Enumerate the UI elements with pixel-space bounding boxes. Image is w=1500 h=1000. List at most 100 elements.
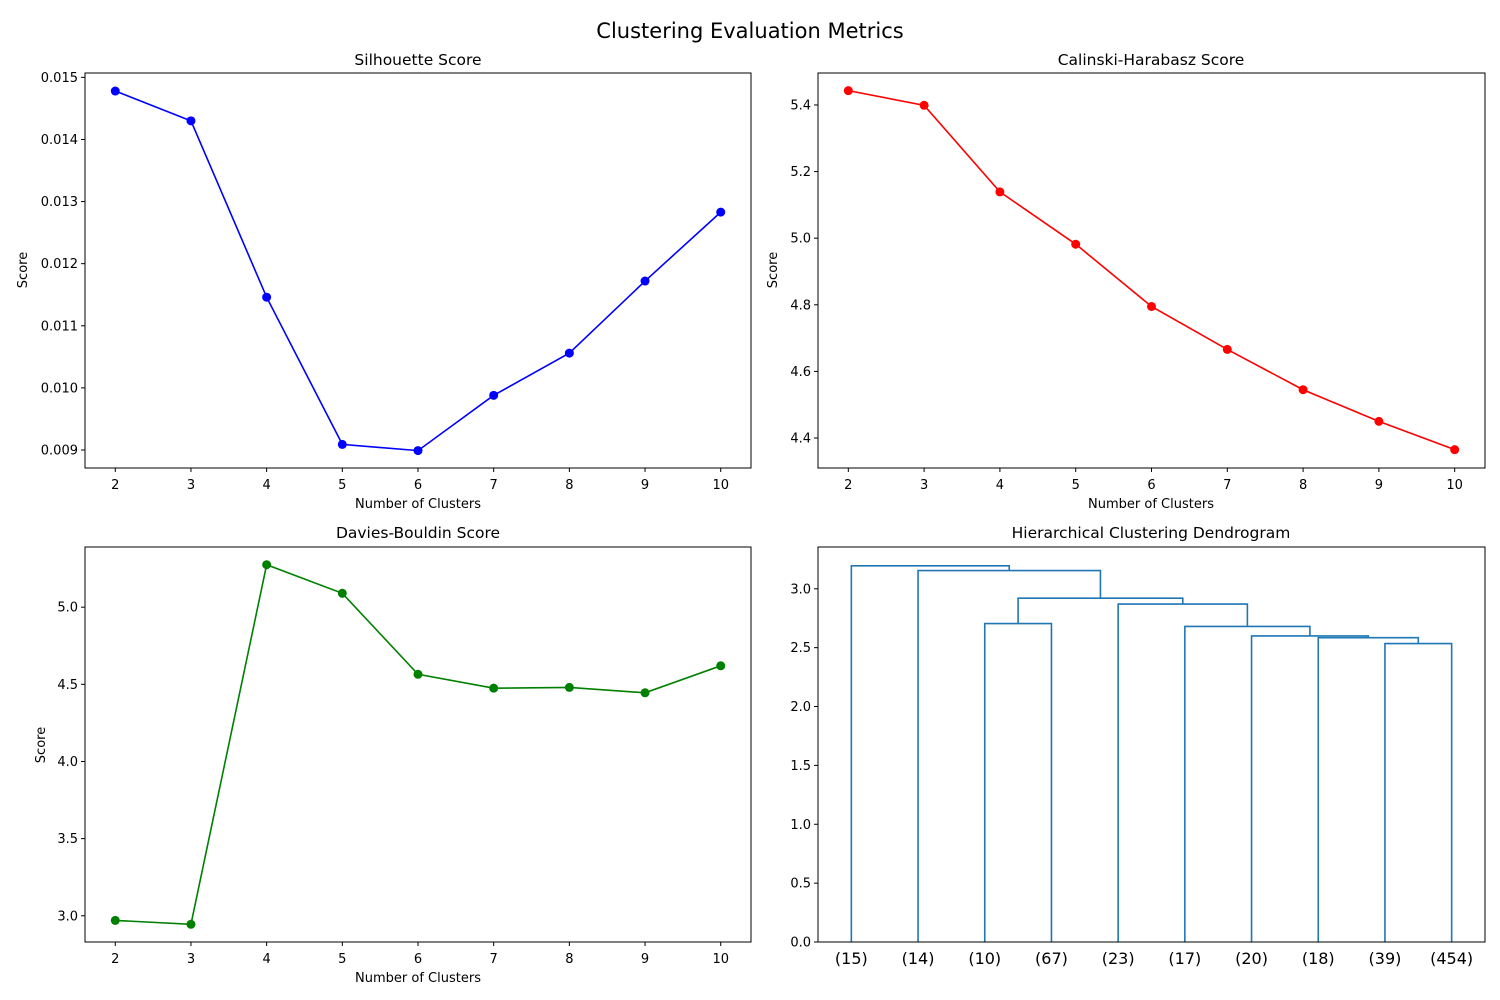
silhouette-data-point xyxy=(413,446,423,456)
dendrogram-leaf-label: (67) xyxy=(1035,949,1068,968)
calinski-harabasz-xtick-label: 7 xyxy=(1223,478,1231,493)
dendrogram-link xyxy=(1017,597,1184,624)
dendrogram-link xyxy=(1117,603,1249,942)
davies-bouldin-data-point xyxy=(564,682,574,692)
dendrogram-axes-frame xyxy=(817,546,1486,943)
davies-bouldin-xtick-label: 10 xyxy=(712,952,729,967)
silhouette-ytick-label: 0.010 xyxy=(41,381,78,396)
davies-bouldin-ytick-label: 3.5 xyxy=(57,832,78,847)
silhouette-xtick-label: 3 xyxy=(187,478,195,493)
davies-bouldin-data-point xyxy=(110,915,120,925)
calinski-harabasz-data-point xyxy=(843,86,853,96)
calinski-harabasz-ytick-label: 4.4 xyxy=(790,432,811,447)
silhouette-panel: Silhouette Score Number of Clusters Scor… xyxy=(16,51,752,512)
dendrogram-leaf-label: (23) xyxy=(1102,949,1135,968)
silhouette-xlabel: Number of Clusters xyxy=(355,497,481,512)
figure-title: Clustering Evaluation Metrics xyxy=(596,19,903,43)
calinski-harabasz-ylabel: Score xyxy=(766,252,781,288)
calinski-harabasz-xtick-label: 4 xyxy=(996,478,1004,493)
calinski-harabasz-data-point xyxy=(1374,416,1384,426)
calinski-harabasz-data-point xyxy=(1071,239,1081,249)
calinski-harabasz-data-point xyxy=(1450,445,1460,455)
calinski-harabasz-panel: Calinski-Harabasz Score Number of Cluste… xyxy=(766,51,1486,512)
davies-bouldin-xtick-label: 2 xyxy=(111,952,119,967)
calinski-harabasz-ytick-label: 4.8 xyxy=(790,298,811,313)
davies-bouldin-xlabel: Number of Clusters xyxy=(355,971,481,986)
dendrogram-leaf-label: (39) xyxy=(1369,949,1402,968)
silhouette-data-point xyxy=(716,207,726,217)
dendrogram-leaf-label: (20) xyxy=(1235,949,1268,968)
silhouette-xtick-label: 10 xyxy=(712,478,729,493)
silhouette-xtick-label: 7 xyxy=(490,478,498,493)
silhouette-data-point xyxy=(186,116,196,126)
davies-bouldin-ylabel: Score xyxy=(34,727,49,763)
silhouette-data-point xyxy=(110,86,120,96)
davies-bouldin-axes-frame xyxy=(84,546,752,943)
calinski-harabasz-xtick-label: 5 xyxy=(1072,478,1080,493)
calinski-harabasz-xtick-label: 6 xyxy=(1147,478,1155,493)
calinski-harabasz-ytick-label: 5.0 xyxy=(790,232,811,247)
dendrogram-link xyxy=(850,565,1011,942)
davies-bouldin-ytick-label: 3.0 xyxy=(57,909,78,924)
dendrogram-ytick-label: 2.5 xyxy=(790,641,811,656)
davies-bouldin-data-point xyxy=(337,588,347,598)
silhouette-title: Silhouette Score xyxy=(354,51,481,69)
dendrogram-title: Hierarchical Clustering Dendrogram xyxy=(1012,524,1291,542)
calinski-harabasz-xtick-label: 2 xyxy=(844,478,852,493)
davies-bouldin-data-point xyxy=(413,669,423,679)
davies-bouldin-xtick-label: 5 xyxy=(338,952,346,967)
silhouette-data-point xyxy=(640,276,650,286)
calinski-harabasz-xtick-label: 9 xyxy=(1375,478,1383,493)
dendrogram-leaf-label: (14) xyxy=(902,949,935,968)
davies-bouldin-title: Davies-Bouldin Score xyxy=(336,524,500,542)
dendrogram-panel: Hierarchical Clustering Dendrogram 0.0 0.… xyxy=(790,524,1486,968)
silhouette-xtick-label: 9 xyxy=(641,478,649,493)
calinski-harabasz-xtick-label: 10 xyxy=(1446,478,1463,493)
dendrogram-leaf-label: (10) xyxy=(968,949,1001,968)
silhouette-xtick-label: 8 xyxy=(565,478,573,493)
silhouette-data-point xyxy=(337,439,347,449)
silhouette-xtick-label: 4 xyxy=(262,478,270,493)
davies-bouldin-ytick-label: 5.0 xyxy=(57,601,78,616)
calinski-harabasz-ytick-label: 4.6 xyxy=(790,365,811,380)
davies-bouldin-series-line xyxy=(115,563,721,926)
davies-bouldin-panel: Davies-Bouldin Score Number of Clusters … xyxy=(34,524,752,986)
davies-bouldin-data-point xyxy=(262,560,272,570)
davies-bouldin-ytick-label: 4.5 xyxy=(57,678,78,693)
calinski-harabasz-data-point xyxy=(995,187,1005,197)
calinski-harabasz-data-point xyxy=(1298,385,1308,395)
dendrogram-ytick-label: 0.5 xyxy=(790,877,811,892)
dendrogram-ytick-label: 1.5 xyxy=(790,759,811,774)
silhouette-ylabel: Score xyxy=(16,252,31,288)
dendrogram-link xyxy=(1317,636,1420,942)
davies-bouldin-xtick-label: 8 xyxy=(565,952,573,967)
dendrogram-link xyxy=(1384,642,1453,942)
calinski-harabasz-data-point xyxy=(919,100,929,110)
davies-bouldin-data-point xyxy=(716,661,726,671)
dendrogram-ytick-label: 0.0 xyxy=(790,936,811,951)
dendrogram-leaf-label: (454) xyxy=(1430,949,1473,968)
silhouette-ytick-label: 0.015 xyxy=(41,71,78,86)
silhouette-data-point xyxy=(489,390,499,400)
calinski-harabasz-title: Calinski-Harabasz Score xyxy=(1058,51,1245,69)
silhouette-ytick-label: 0.012 xyxy=(41,257,78,272)
davies-bouldin-data-point xyxy=(186,919,196,929)
calinski-harabasz-ytick-label: 5.4 xyxy=(790,98,811,113)
silhouette-xtick-label: 6 xyxy=(414,478,422,493)
calinski-harabasz-data-point xyxy=(1222,344,1232,354)
davies-bouldin-data-point xyxy=(489,683,499,693)
silhouette-series-line xyxy=(114,90,722,452)
silhouette-ytick-label: 0.013 xyxy=(41,195,78,210)
silhouette-ytick-label: 0.011 xyxy=(41,319,78,334)
dendrogram-leaf-label: (15) xyxy=(835,949,868,968)
dendrogram-link xyxy=(1184,625,1311,942)
silhouette-axes-frame xyxy=(84,72,752,469)
silhouette-ytick-label: 0.014 xyxy=(41,133,78,148)
calinski-harabasz-series-line xyxy=(848,89,1455,451)
dendrogram-link xyxy=(917,569,1102,942)
silhouette-data-point xyxy=(262,292,272,302)
calinski-harabasz-xlabel: Number of Clusters xyxy=(1088,497,1214,512)
silhouette-xtick-label: 2 xyxy=(111,478,119,493)
calinski-harabasz-data-point xyxy=(1147,301,1156,311)
